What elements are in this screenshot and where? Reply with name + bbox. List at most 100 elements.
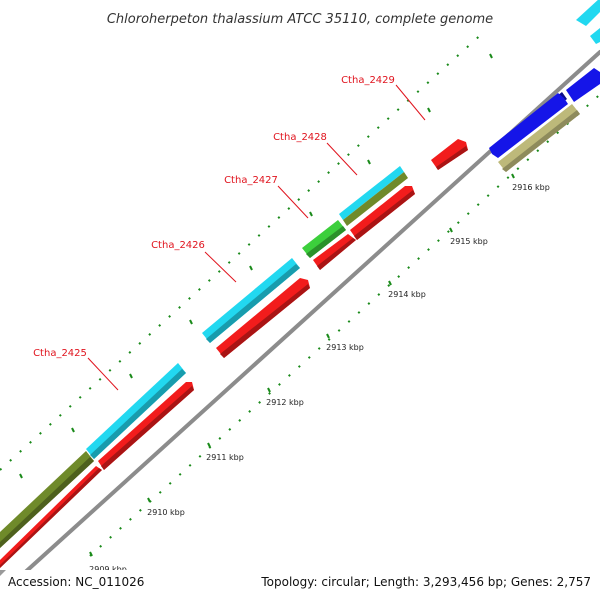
tick-dot-tracks (0, 36, 599, 557)
tick-dot (158, 490, 162, 494)
gene-label-ctha-2426[interactable]: Ctha_2426 (151, 240, 237, 283)
gene-arrow[interactable] (566, 68, 600, 102)
major-tick (89, 551, 93, 557)
tick-label-layer: 2909 kbp 2910 kbp 2911 kbp 2912 kbp 2913… (89, 183, 550, 574)
tick-dot (19, 449, 22, 453)
gene-arrow[interactable] (0, 466, 102, 568)
tick-dot (595, 95, 599, 99)
tick-dot (277, 216, 281, 219)
tick-dot (168, 315, 172, 318)
tick-label: 2914 kbp (388, 290, 426, 299)
gene-arrow[interactable] (313, 234, 356, 270)
tick-dot (39, 431, 42, 435)
tick-dot (228, 428, 232, 431)
gene-arrow[interactable] (86, 363, 186, 459)
gene-label-ctha-2427[interactable]: Ctha_2427 (224, 175, 309, 219)
tick-dot (58, 413, 62, 417)
tick-dot (526, 158, 530, 162)
tick-dot (198, 288, 201, 291)
major-tick (19, 473, 23, 479)
tick-dot (387, 284, 391, 287)
tick-dot (297, 365, 301, 368)
gene-arrow[interactable] (350, 186, 415, 240)
gene-label-text: Ctha_2425 (33, 348, 87, 359)
tick-dot (516, 167, 520, 171)
tick-dot (417, 257, 420, 260)
tick-dot (486, 194, 490, 198)
tick-dot (466, 45, 470, 49)
gene-arrow[interactable] (498, 104, 580, 172)
tick-dot (376, 126, 380, 130)
status-footer: Accession: NC_011026 Topology: circular;… (0, 570, 600, 600)
tick-dot (257, 234, 261, 237)
tick-dot (317, 347, 321, 350)
gene-arrow[interactable] (590, 28, 600, 44)
tick-dot (396, 108, 400, 112)
tick-label: 2913 kbp (326, 343, 364, 352)
tick-dot (68, 404, 72, 408)
major-tick (511, 173, 515, 179)
tick-dot (178, 306, 181, 309)
major-tick (449, 227, 453, 233)
major-tick (189, 319, 193, 325)
tick-dot (0, 467, 3, 471)
tick-dot (218, 437, 222, 440)
tick-dot (248, 410, 252, 413)
tick-dot (416, 90, 420, 94)
tick-dot (307, 356, 311, 359)
gene-label-ctha-2428[interactable]: Ctha_2428 (273, 132, 358, 176)
gene-arrow[interactable] (202, 258, 300, 343)
major-tick (267, 387, 271, 393)
tick-dot (456, 221, 460, 225)
tick-dot (506, 176, 510, 180)
tick-label: 2912 kbp (266, 398, 304, 407)
tick-dot (366, 135, 370, 139)
gene-arrow[interactable] (576, 0, 600, 26)
tick-dot (168, 481, 172, 485)
gene-arrow[interactable] (216, 278, 310, 358)
gene-label-ctha-2429[interactable]: Ctha_2429 (341, 75, 426, 121)
tick-dot (347, 153, 350, 157)
tick-dot (148, 333, 152, 336)
gene-label-layer: Ctha_2425 Ctha_2426 Ctha_2427 Ctha_2428 … (33, 75, 426, 391)
tick-dot (347, 320, 351, 323)
tick-dot (88, 386, 92, 390)
accession-text: Accession: NC_011026 (8, 575, 145, 589)
tick-dot (129, 517, 132, 521)
corner-grip-icon (0, 570, 6, 576)
gene-arrow[interactable] (302, 220, 346, 258)
tick-dot (99, 544, 103, 548)
tick-dot (446, 230, 450, 234)
tick-label: 2910 kbp (147, 508, 185, 517)
gene-arrow[interactable] (343, 172, 408, 226)
gene-arrow[interactable] (431, 139, 468, 170)
gene-arrow[interactable] (339, 166, 404, 220)
major-tick (489, 53, 493, 59)
tick-label: 2909 kbp (89, 565, 127, 574)
gene-label-text: Ctha_2429 (341, 75, 395, 86)
gene-arrow[interactable] (0, 451, 94, 548)
tick-dot (208, 445, 212, 449)
tick-label: 2915 kbp (450, 237, 488, 246)
major-tick (249, 265, 253, 271)
tick-label: 2916 kbp (512, 183, 550, 192)
tick-dot (496, 185, 500, 189)
tick-dot (427, 248, 430, 251)
major-tick (147, 497, 151, 503)
feature-track (0, 0, 600, 568)
tick-dot (188, 297, 191, 300)
tick-dot (407, 266, 411, 269)
tick-dot (78, 395, 82, 399)
gene-arrow[interactable] (98, 382, 194, 470)
gene-label-ctha-2425[interactable]: Ctha_2425 (33, 348, 119, 391)
major-tick (367, 159, 371, 165)
tick-dot (258, 401, 262, 404)
tick-dot (287, 207, 291, 210)
tick-label: 2911 kbp (206, 453, 244, 462)
genome-summary-text: Topology: circular; Length: 3,293,456 bp… (261, 575, 591, 589)
tick-dot (436, 72, 440, 76)
gene-label-text: Ctha_2427 (224, 175, 278, 186)
gene-arrow[interactable] (489, 92, 568, 158)
tick-dot (337, 329, 341, 332)
